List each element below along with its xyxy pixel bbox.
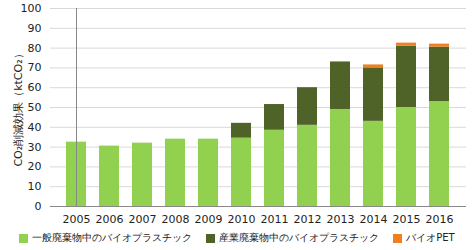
svg-text:2007: 2007: [129, 213, 157, 226]
svg-text:80: 80: [28, 42, 42, 55]
svg-text:100: 100: [21, 2, 42, 15]
html-text:産業廃棄物中のバイオプラスチック: 産業廃棄物中のバイオプラスチック: [219, 232, 380, 243]
svg-text:2008: 2008: [162, 213, 190, 226]
svg-text:2015: 2015: [393, 213, 421, 226]
html-text:一般廃棄物中のバイオプラスチック: 一般廃棄物中のバイオプラスチック: [32, 232, 193, 243]
svg-text:50: 50: [28, 101, 42, 114]
svg-text:70: 70: [28, 61, 42, 74]
svg-text:90: 90: [28, 22, 42, 35]
svg-text:2014: 2014: [360, 213, 388, 226]
svg-text:2005: 2005: [63, 213, 91, 226]
svg-text:40: 40: [28, 121, 42, 134]
svg-text:30: 30: [28, 141, 42, 154]
svg-text:CO₂削減効果（ktCO₂）: CO₂削減効果（ktCO₂）: [12, 48, 25, 166]
svg-text:2016: 2016: [426, 213, 454, 226]
html-text:バイオPET: バイオPET: [406, 232, 455, 243]
svg-text:2010: 2010: [228, 213, 256, 226]
svg-text:2012: 2012: [294, 213, 322, 226]
svg-text:2011: 2011: [261, 213, 289, 226]
svg-text:0: 0: [35, 200, 42, 213]
svg-text:2006: 2006: [96, 213, 124, 226]
svg-text:60: 60: [28, 81, 42, 94]
svg-text:2013: 2013: [327, 213, 355, 226]
svg-text:10: 10: [28, 180, 42, 193]
svg-text:2009: 2009: [195, 213, 223, 226]
svg-text:20: 20: [28, 160, 42, 173]
